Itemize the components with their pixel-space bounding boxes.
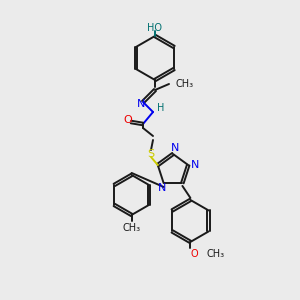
Text: N: N [158, 183, 166, 193]
Text: CH₃: CH₃ [122, 223, 141, 233]
Text: O: O [124, 115, 132, 125]
Text: S: S [147, 149, 155, 159]
Text: N: N [137, 99, 145, 109]
Text: CH₃: CH₃ [175, 79, 193, 89]
Text: CH₃: CH₃ [206, 249, 224, 259]
Text: H: H [157, 103, 165, 113]
Text: O: O [190, 249, 198, 259]
Text: N: N [171, 143, 179, 153]
Text: HO: HO [146, 23, 161, 33]
Text: N: N [191, 160, 200, 170]
